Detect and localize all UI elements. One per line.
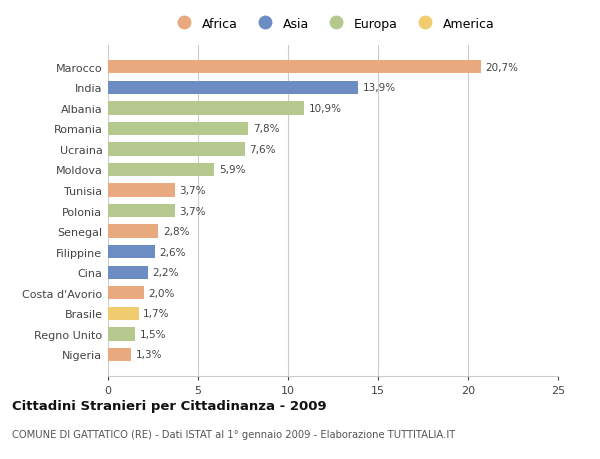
Bar — [108, 81, 358, 95]
Bar — [108, 266, 148, 280]
Text: 2,6%: 2,6% — [160, 247, 186, 257]
Bar — [108, 143, 245, 156]
Bar — [108, 348, 131, 361]
Text: 2,8%: 2,8% — [163, 227, 190, 237]
Bar — [108, 328, 135, 341]
Text: Cittadini Stranieri per Cittadinanza - 2009: Cittadini Stranieri per Cittadinanza - 2… — [12, 399, 326, 412]
Bar — [108, 307, 139, 320]
Bar — [108, 61, 481, 74]
Text: 1,7%: 1,7% — [143, 309, 170, 319]
Legend: Africa, Asia, Europa, America: Africa, Asia, Europa, America — [169, 15, 497, 33]
Text: 13,9%: 13,9% — [363, 83, 396, 93]
Bar — [108, 246, 155, 259]
Text: 2,2%: 2,2% — [152, 268, 179, 278]
Text: 3,7%: 3,7% — [179, 206, 206, 216]
Bar — [108, 163, 214, 177]
Text: 10,9%: 10,9% — [309, 104, 342, 113]
Text: 7,8%: 7,8% — [253, 124, 280, 134]
Bar — [108, 123, 248, 136]
Text: 3,7%: 3,7% — [179, 185, 206, 196]
Text: 2,0%: 2,0% — [149, 288, 175, 298]
Bar — [108, 286, 144, 300]
Text: 7,6%: 7,6% — [250, 145, 276, 155]
Text: COMUNE DI GATTATICO (RE) - Dati ISTAT al 1° gennaio 2009 - Elaborazione TUTTITAL: COMUNE DI GATTATICO (RE) - Dati ISTAT al… — [12, 429, 455, 439]
Bar — [108, 184, 175, 197]
Text: 5,9%: 5,9% — [218, 165, 245, 175]
Bar — [108, 225, 158, 238]
Text: 1,5%: 1,5% — [139, 329, 166, 339]
Text: 20,7%: 20,7% — [485, 62, 518, 73]
Text: 1,3%: 1,3% — [136, 350, 163, 360]
Bar — [108, 102, 304, 115]
Bar — [108, 204, 175, 218]
